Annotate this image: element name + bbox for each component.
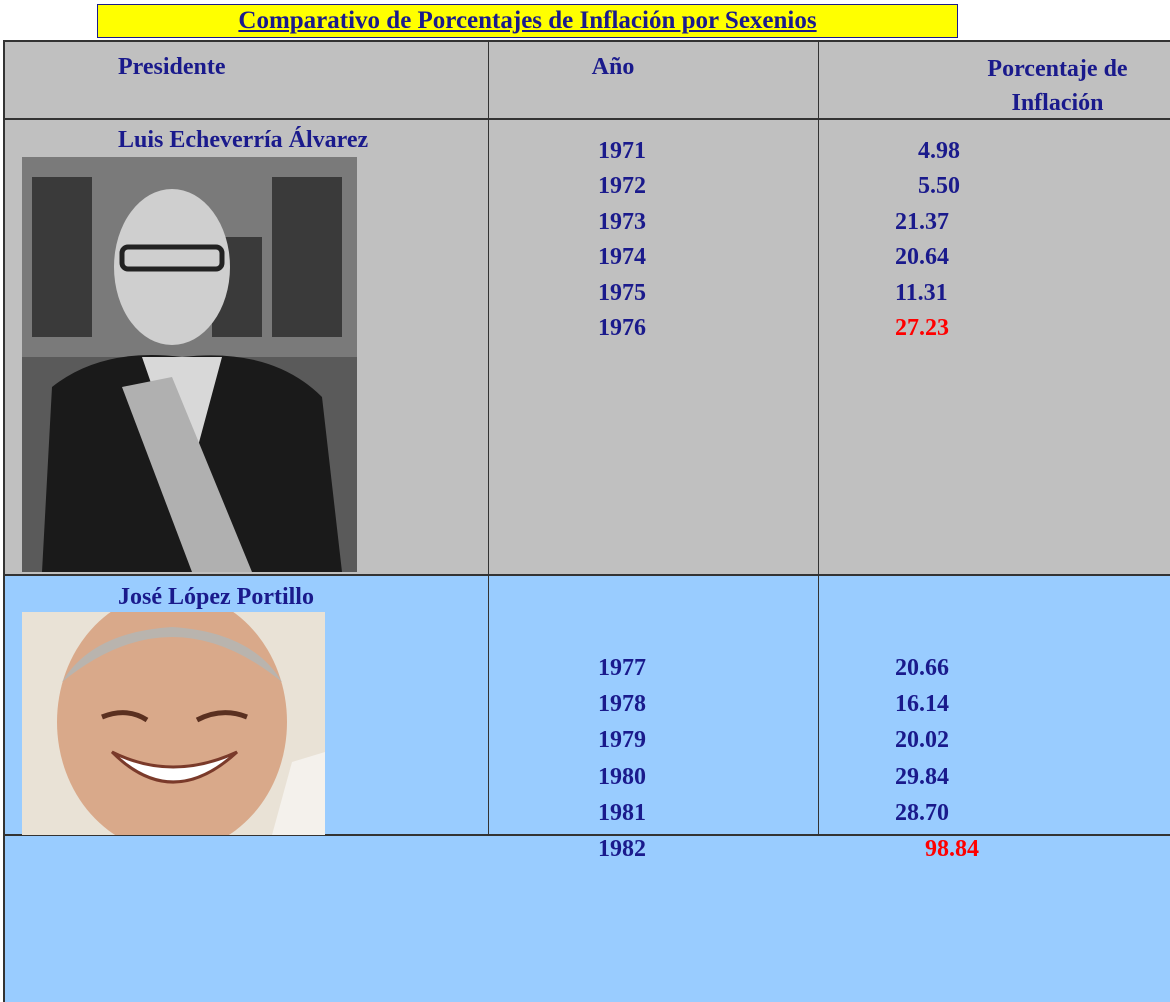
column-divider bbox=[488, 40, 489, 836]
year: 1971 bbox=[598, 136, 646, 166]
year: 1973 bbox=[598, 207, 646, 237]
inflation-value: 27.23 bbox=[895, 313, 949, 343]
column-header: Presidente bbox=[118, 52, 226, 82]
president-photo bbox=[22, 157, 357, 572]
column-header: Porcentaje de Inflación bbox=[950, 52, 1165, 120]
row-3 bbox=[3, 834, 1170, 1002]
inflation-value: 20.64 bbox=[895, 242, 949, 272]
year: 1972 bbox=[598, 171, 646, 201]
inflation-value: 21.37 bbox=[895, 207, 949, 237]
inflation-value: 28.70 bbox=[895, 798, 949, 828]
inflation-value: 4.98 bbox=[918, 136, 960, 166]
inflation-value: 16.14 bbox=[895, 689, 949, 719]
president-photo bbox=[22, 612, 325, 835]
page-title: Comparativo de Porcentajes de Inflación … bbox=[97, 4, 958, 38]
column-header: Año bbox=[488, 52, 738, 82]
year: 1974 bbox=[598, 242, 646, 272]
year: 1980 bbox=[598, 762, 646, 792]
inflation-value: 5.50 bbox=[918, 171, 960, 201]
inflation-value: 98.84 bbox=[925, 834, 979, 864]
president-name: José López Portillo bbox=[118, 582, 314, 612]
year: 1978 bbox=[598, 689, 646, 719]
president-name: Luis Echeverría Álvarez bbox=[118, 125, 368, 155]
year: 1976 bbox=[598, 313, 646, 343]
inflation-value: 20.66 bbox=[895, 653, 949, 683]
year: 1977 bbox=[598, 653, 646, 683]
year: 1981 bbox=[598, 798, 646, 828]
year: 1979 bbox=[598, 725, 646, 755]
column-divider bbox=[818, 40, 819, 836]
year: 1975 bbox=[598, 278, 646, 308]
page: Comparativo de Porcentajes de Inflación … bbox=[0, 0, 1170, 1002]
inflation-value: 29.84 bbox=[895, 762, 949, 792]
inflation-value: 11.31 bbox=[895, 278, 948, 308]
year: 1982 bbox=[598, 834, 646, 864]
inflation-value: 20.02 bbox=[895, 725, 949, 755]
